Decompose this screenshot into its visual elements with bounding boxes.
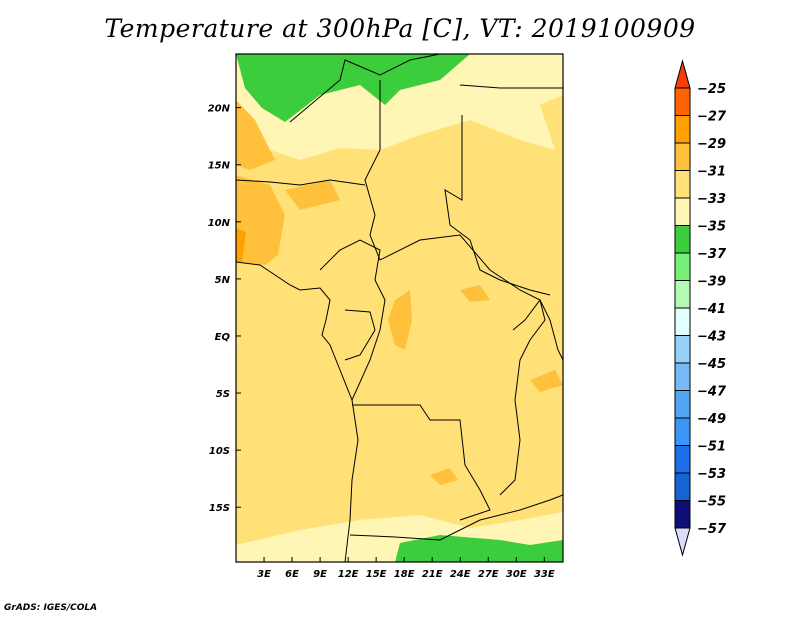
colorbar-label: −47 bbox=[697, 385, 727, 400]
colorbar-bottom-arrow bbox=[674, 527, 691, 557]
country-borders bbox=[236, 54, 563, 562]
field-green-north bbox=[236, 54, 470, 122]
y-tick-label: 5N bbox=[215, 275, 231, 286]
colorbar-box bbox=[674, 225, 691, 254]
y-tick-label: 10S bbox=[209, 446, 230, 457]
x-tick-label: 27E bbox=[478, 569, 499, 580]
chart-title: Temperature at 300hPa [C], VT: 201910090… bbox=[104, 14, 696, 43]
colorbar-label: −49 bbox=[697, 412, 726, 427]
colorbar-box bbox=[674, 362, 691, 391]
plot-frame bbox=[235, 53, 564, 563]
colorbar-box bbox=[674, 142, 691, 171]
colorbar-box bbox=[674, 170, 691, 199]
colorbar-box bbox=[674, 417, 691, 446]
colorbar-box bbox=[674, 197, 691, 226]
colorbar-label: −55 bbox=[697, 495, 726, 510]
colorbar-box bbox=[674, 280, 691, 309]
field-orange-coast bbox=[236, 228, 246, 262]
x-tick-label: 6E bbox=[285, 569, 299, 580]
colorbar-label: −31 bbox=[697, 165, 726, 180]
colorbar-box bbox=[674, 472, 691, 501]
x-tick-label: 12E bbox=[338, 569, 359, 580]
colorbar-label: −35 bbox=[697, 220, 726, 235]
colorbar-label: −43 bbox=[697, 330, 726, 345]
temperature-field bbox=[236, 54, 563, 562]
colorbar-label: −51 bbox=[697, 440, 726, 455]
colorbar-label: −39 bbox=[697, 275, 726, 290]
x-tick-label: 30E bbox=[506, 569, 527, 580]
x-tick-label: 9E bbox=[313, 569, 327, 580]
colorbar-box bbox=[674, 307, 691, 336]
colorbar-box bbox=[674, 390, 691, 419]
colorbar-box bbox=[674, 87, 691, 116]
y-tick-label: 10N bbox=[208, 218, 231, 229]
x-tick-label: 3E bbox=[257, 569, 271, 580]
x-tick-label: 24E bbox=[450, 569, 471, 580]
colorbar-label: −27 bbox=[697, 110, 727, 125]
y-tick-label: EQ bbox=[215, 332, 231, 343]
field-green-south bbox=[395, 535, 563, 562]
colorbar-label: −25 bbox=[697, 82, 726, 97]
colorbar-box bbox=[674, 445, 691, 474]
field-orange-west bbox=[236, 100, 285, 265]
y-tick-label: 15S bbox=[209, 503, 230, 514]
colorbar-box bbox=[674, 335, 691, 364]
x-tick-label: 33E bbox=[534, 569, 555, 580]
x-axis-ticks: 3E 6E 9E 12E 15E 18E 21E 24E 27E 30E 33E bbox=[257, 557, 555, 580]
y-tick-label: 15N bbox=[208, 161, 231, 172]
y-tick-label: 5S bbox=[216, 389, 230, 400]
colorbar-label: −41 bbox=[697, 302, 726, 317]
colorbar-box bbox=[674, 115, 691, 144]
colorbar-box bbox=[674, 500, 691, 529]
colorbar-label: −57 bbox=[697, 522, 727, 537]
colorbar-box bbox=[674, 252, 691, 281]
colorbar-label: −37 bbox=[697, 247, 727, 262]
colorbar-label: −53 bbox=[697, 467, 726, 482]
credit-label: GrADS: IGES/COLA bbox=[4, 603, 98, 613]
y-axis-ticks: 20N 15N 10N 5N EQ 5S 10S 15S bbox=[208, 104, 241, 514]
colorbar-label: −45 bbox=[697, 357, 726, 372]
colorbar-label: −33 bbox=[697, 192, 726, 207]
colorbar-top-arrow bbox=[674, 59, 691, 89]
x-tick-label: 21E bbox=[422, 569, 443, 580]
y-tick-label: 20N bbox=[208, 104, 231, 115]
colorbar-label: −29 bbox=[697, 137, 726, 152]
colorbar: −25 −27 −29 −31 −33 −35 −37 −39 −41 −43 −45 −47 −49 −… bbox=[674, 59, 727, 557]
x-tick-label: 18E bbox=[394, 569, 415, 580]
x-tick-label: 15E bbox=[366, 569, 387, 580]
